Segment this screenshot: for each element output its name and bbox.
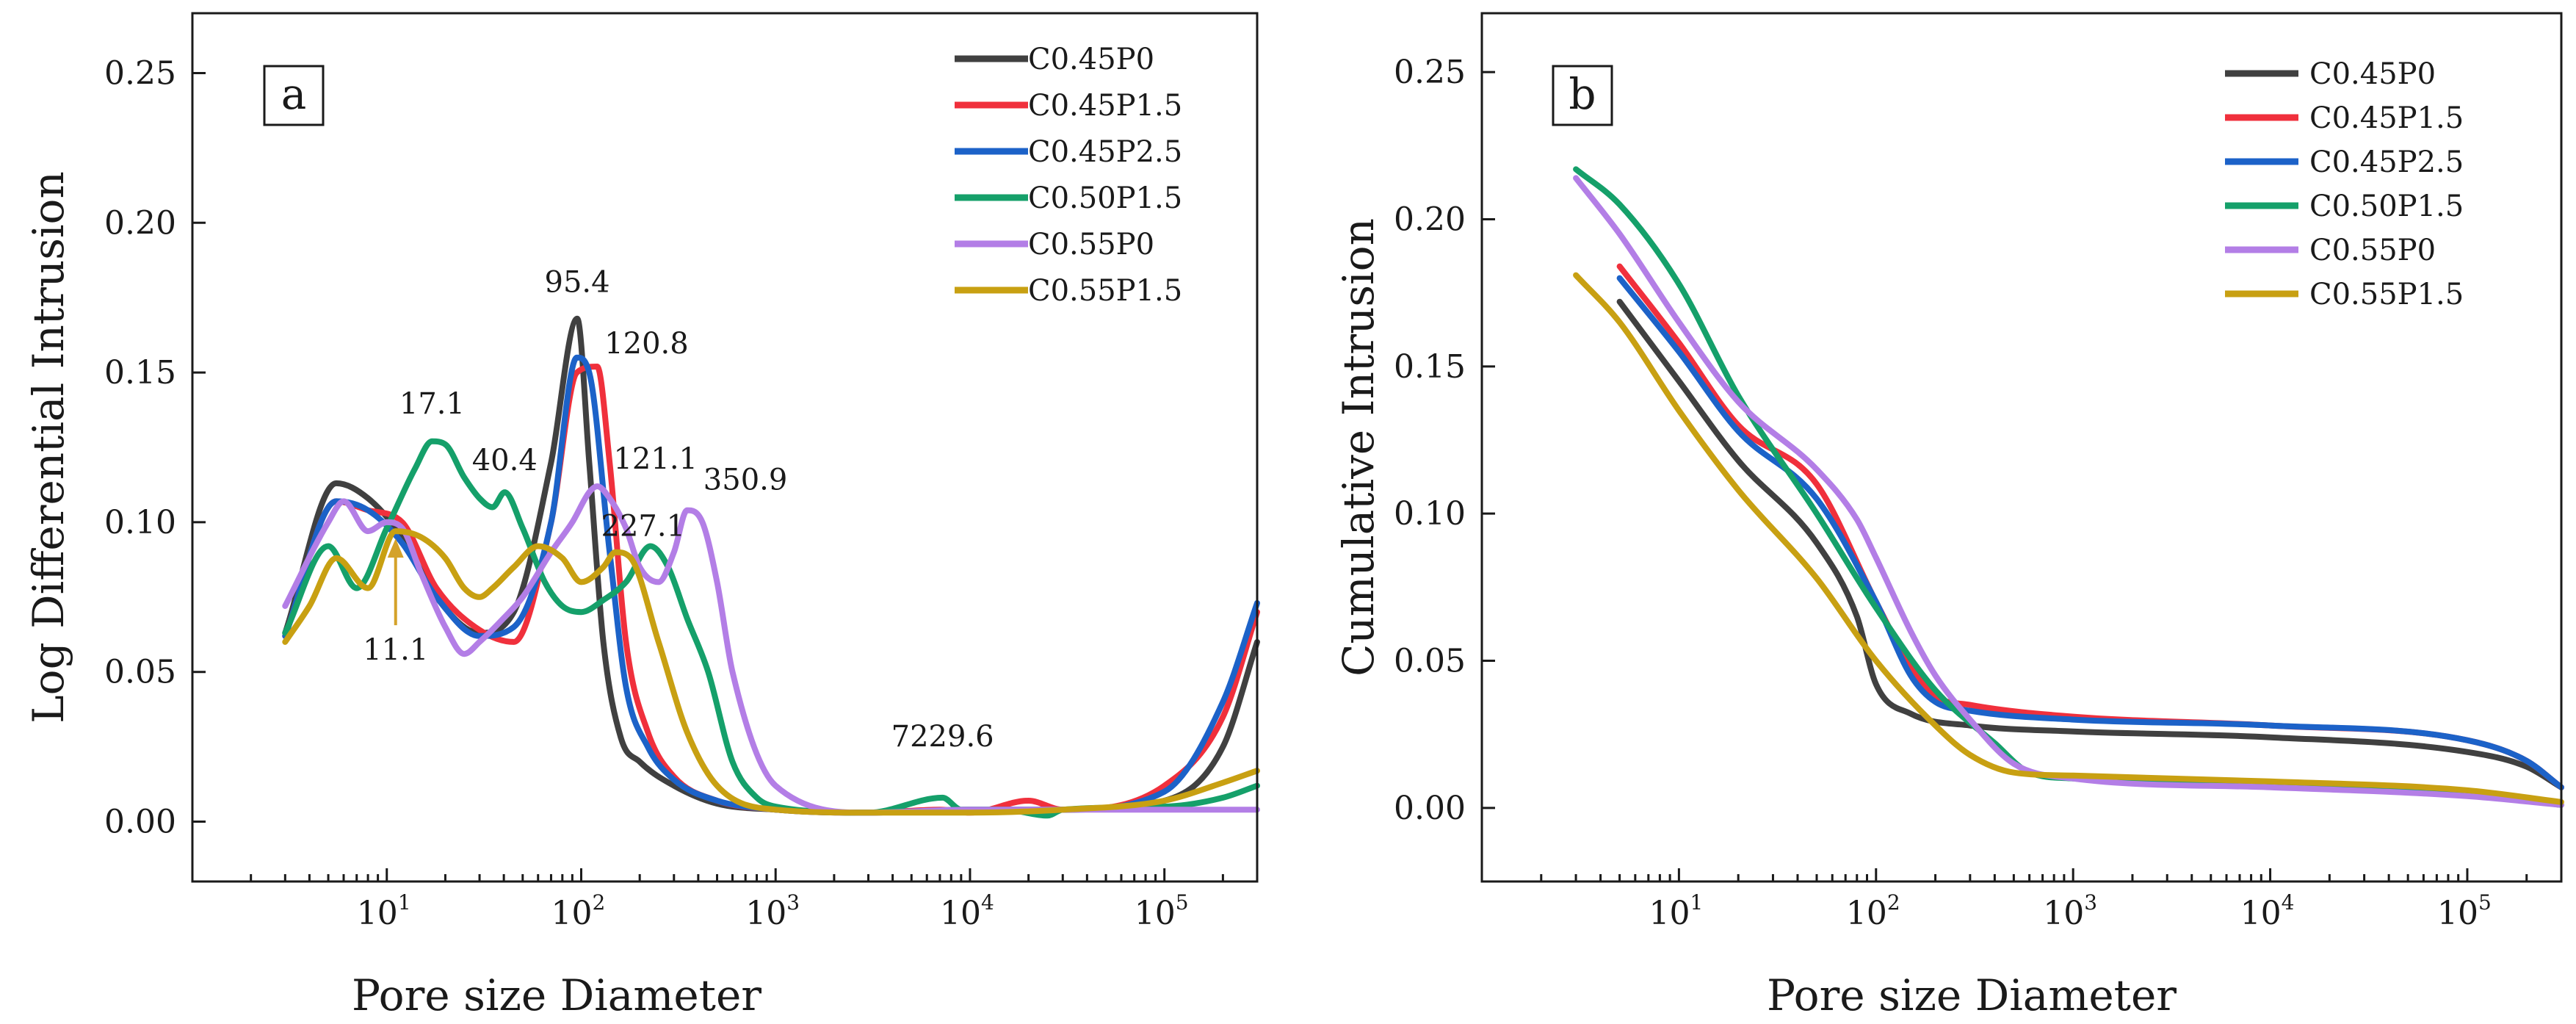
legend-label-c0-45p1-5: C0.45P1.5 [1028, 89, 1182, 123]
series-line-c0-55p0 [282, 483, 1260, 816]
peak-annotation: 17.1 [399, 387, 465, 421]
y-tick-label: 0.10 [1394, 495, 1466, 533]
legend-label-c0-45p1-5: C0.45P1.5 [2309, 101, 2464, 135]
y-tick-label: 0.05 [104, 654, 176, 691]
y-tick-label: 0.25 [104, 55, 176, 93]
x-tick-label: 102 [1846, 890, 1900, 932]
y-tick-label: 0.20 [104, 204, 176, 242]
y-tick-label: 0.15 [104, 354, 176, 392]
legend-label-c0-50p1-5: C0.50P1.5 [2309, 190, 2464, 223]
x-tick-label: 102 [551, 890, 606, 932]
peak-annotation: 7229.6 [891, 720, 994, 754]
panel-a-y-axis-label: Log Differential Intrusion [23, 171, 73, 724]
legend-label-c0-45p2-5: C0.45P2.5 [2309, 145, 2464, 179]
legend-label-c0-55p0: C0.55P0 [2309, 234, 2436, 267]
peak-annotation: 40.4 [472, 444, 538, 477]
panel-b-frame [1480, 12, 2563, 883]
peak-annotation: 121.1 [613, 442, 698, 476]
panel-b-x-axis-label: Pore size Diameter [1767, 970, 2177, 1020]
series-line-c0-45p0 [1616, 298, 2564, 790]
series-line-c0-45p1-5 [1616, 263, 2564, 790]
y-tick-label: 0.05 [1394, 642, 1466, 679]
panel-b-letter-box [1552, 65, 1613, 126]
x-tick-label: 103 [2043, 890, 2097, 932]
legend-label-c0-55p1-5: C0.55P1.5 [1028, 274, 1182, 308]
y-tick-label: 0.10 [104, 504, 176, 541]
y-tick-label: 0.15 [1394, 348, 1466, 386]
panel-a-letter-box [263, 65, 325, 126]
series-line-c0-55p1-5 [282, 528, 1260, 816]
peak-annotation: 11.1 [363, 633, 428, 667]
annotation-arrowhead [387, 538, 404, 558]
y-tick-label: 0.00 [1394, 790, 1466, 827]
series-line-c0-55p1-5 [1573, 272, 2564, 805]
panel-b-y-axis-label: Cumulative Intrusion [1334, 218, 1383, 677]
series-line-c0-50p1-5 [282, 438, 1260, 819]
x-tick-label: 105 [1135, 890, 1189, 932]
series-line-c0-45p2-5 [282, 354, 1260, 816]
y-tick-label: 0.25 [1394, 54, 1466, 91]
legend-label-c0-50p1-5: C0.50P1.5 [1028, 181, 1182, 215]
peak-annotation: 227.1 [601, 510, 686, 544]
x-tick-label: 101 [357, 890, 411, 932]
peak-annotation: 120.8 [604, 327, 689, 361]
legend-label-c0-45p2-5: C0.45P2.5 [1028, 135, 1182, 169]
x-tick-label: 103 [745, 890, 800, 932]
legend-label-c0-55p1-5: C0.55P1.5 [2309, 278, 2464, 311]
y-tick-label: 0.00 [104, 803, 176, 840]
legend-label-c0-55p0: C0.55P0 [1028, 228, 1154, 262]
panel-b-letter: b [1569, 69, 1596, 119]
legend-label-c0-45p0: C0.45P0 [1028, 43, 1154, 76]
x-tick-label: 104 [2240, 890, 2295, 932]
series-line-c0-45p2-5 [1616, 275, 2564, 790]
peak-annotation: 95.4 [545, 266, 610, 300]
panel-a-frame [191, 12, 1259, 883]
legend-label-c0-45p0: C0.45P0 [2309, 57, 2436, 91]
x-tick-label: 105 [2437, 890, 2492, 932]
panel-a-letter: a [281, 69, 307, 119]
series-line-c0-45p1-5 [282, 364, 1260, 816]
series-line-c0-55p0 [1573, 175, 2564, 808]
x-tick-label: 101 [1649, 890, 1703, 932]
panel-b-chart: Pore size Diameter Cumulative Intrusion … [1334, 12, 2564, 1020]
panel-a-chart: Pore size Diameter Log Differential Intr… [23, 12, 1260, 1020]
x-tick-label: 104 [940, 890, 994, 932]
panel-a-x-axis-label: Pore size Diameter [352, 970, 761, 1020]
y-tick-label: 0.20 [1394, 201, 1466, 238]
peak-annotation: 350.9 [703, 464, 788, 497]
